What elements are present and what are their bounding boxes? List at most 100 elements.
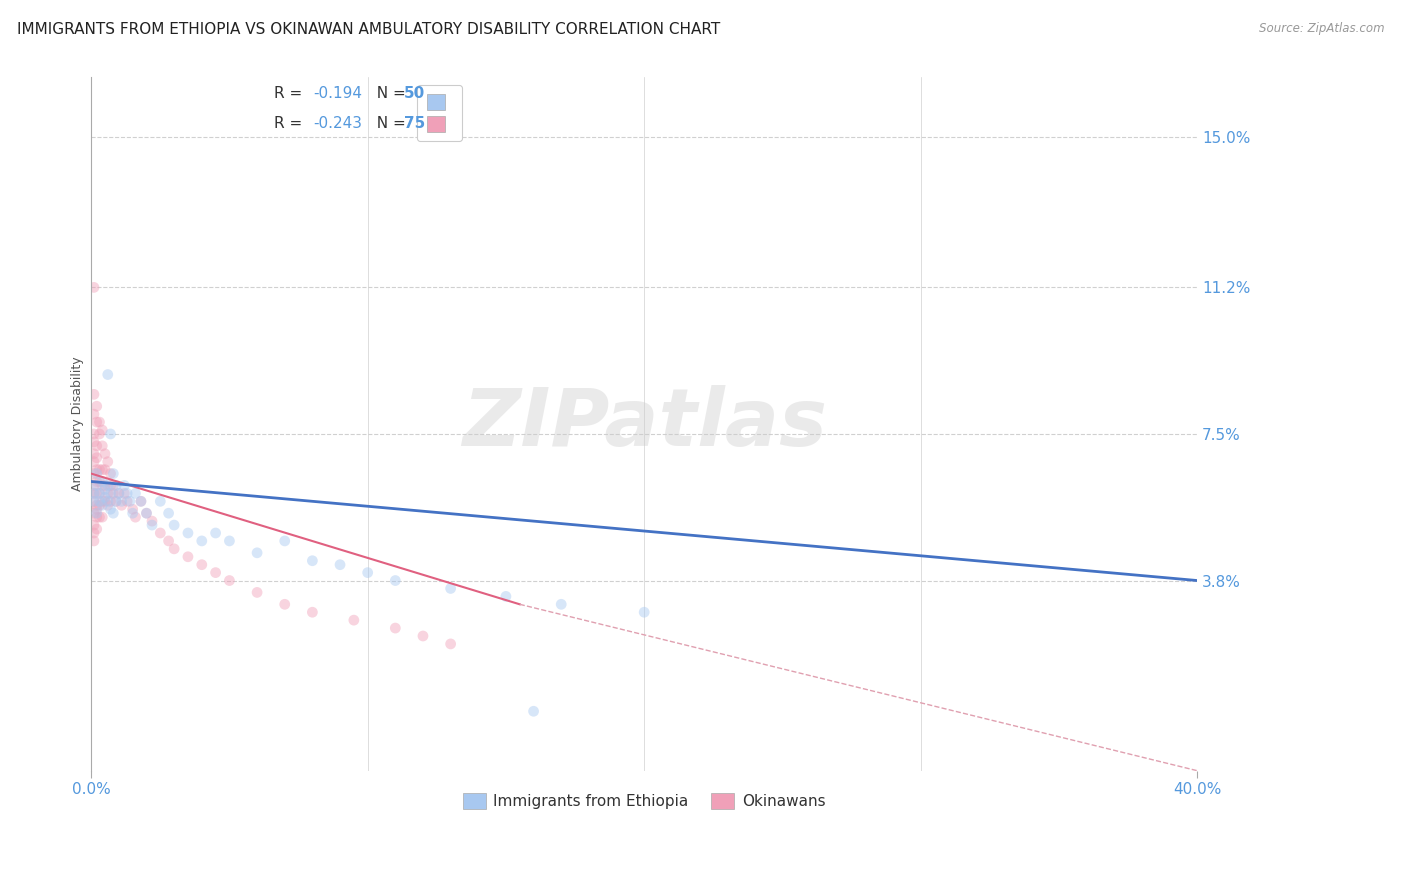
Point [246,585,269,599]
Point [440,637,463,651]
Point [100,427,122,442]
Point [384,574,406,588]
Legend: Immigrants from Ethiopia, Okinawans: Immigrants from Ethiopia, Okinawans [457,787,832,815]
Point [100,494,122,508]
Text: -0.194: -0.194 [314,87,363,101]
Point [89,498,111,512]
Point [91,439,114,453]
Point [97,455,120,469]
Point [163,541,186,556]
Point [86,399,108,413]
Point [89,427,111,442]
Point [177,526,200,541]
Point [83,506,105,520]
Point [108,486,131,500]
Point [112,478,135,492]
Text: N =: N = [367,116,411,130]
Point [94,462,117,476]
Point [149,494,172,508]
Point [129,494,152,508]
Point [204,566,226,580]
Point [86,439,108,453]
Point [301,554,323,568]
Point [94,494,117,508]
Point [83,533,105,548]
Point [94,491,117,505]
Point [86,510,108,524]
Point [83,455,105,469]
Point [495,590,517,604]
Point [121,506,143,520]
Point [110,498,132,512]
Point [204,526,226,541]
Point [89,510,111,524]
Point [100,502,122,516]
Point [97,494,120,508]
Point [83,518,105,533]
Point [91,462,114,476]
Point [97,486,120,500]
Point [141,518,163,533]
Point [177,549,200,564]
Point [124,510,146,524]
Point [83,478,105,492]
Point [274,533,297,548]
Point [115,486,138,500]
Text: -0.243: -0.243 [314,116,363,130]
Point [89,415,111,429]
Point [97,498,120,512]
Point [86,478,108,492]
Point [86,462,108,476]
Point [97,478,120,492]
Point [191,558,214,572]
Point [89,486,111,500]
Point [135,506,157,520]
Point [86,506,108,520]
Point [115,494,138,508]
Point [105,478,128,492]
Point [103,478,125,492]
Point [83,434,105,449]
Point [91,475,114,489]
Point [141,514,163,528]
Point [91,494,114,508]
Point [94,478,117,492]
Point [86,498,108,512]
Point [440,582,463,596]
Point [103,467,125,481]
Point [94,447,117,461]
Point [246,546,269,560]
Point [110,494,132,508]
Point [550,597,572,611]
Point [83,387,105,401]
Point [91,498,114,512]
Point [86,467,108,481]
Point [301,605,323,619]
Point [112,486,135,500]
Point [91,423,114,437]
Point [218,574,240,588]
Point [89,462,111,476]
Point [86,475,108,489]
Point [89,486,111,500]
Text: ZIPatlas: ZIPatlas [461,385,827,463]
Point [157,533,180,548]
Point [97,368,120,382]
Point [83,407,105,421]
Point [124,486,146,500]
Point [522,704,544,718]
Point [91,510,114,524]
Point [633,605,655,619]
Point [103,506,125,520]
Point [89,475,111,489]
Text: Source: ZipAtlas.com: Source: ZipAtlas.com [1260,22,1385,36]
Point [274,597,297,611]
Y-axis label: Ambulatory Disability: Ambulatory Disability [72,357,84,491]
Point [83,526,105,541]
Text: N =: N = [367,87,411,101]
Text: R =: R = [274,116,308,130]
Point [121,502,143,516]
Point [100,467,122,481]
Point [218,533,240,548]
Point [149,526,172,541]
